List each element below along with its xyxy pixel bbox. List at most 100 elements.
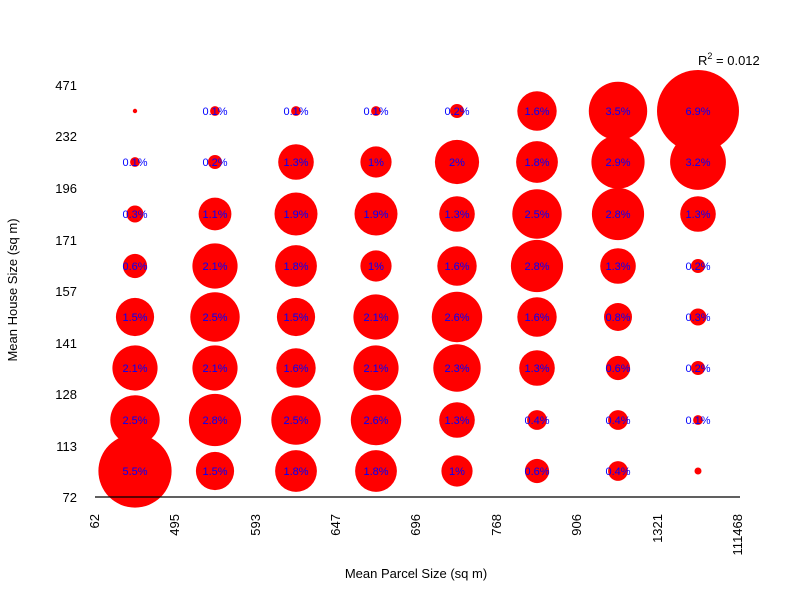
bubble — [355, 450, 397, 492]
bubble — [276, 348, 316, 388]
bubble — [198, 197, 232, 231]
bubble — [274, 192, 318, 236]
bubble-percent-label: 0.6% — [605, 363, 630, 375]
bubble-percent-label: 1.6% — [524, 106, 549, 118]
bubble-percent-label: 1.6% — [524, 312, 549, 324]
x-tick-labels: 62 495 593 647 696 768 906 1321 111468 — [87, 514, 745, 555]
percent-label-layer: 5.5% 1.5% 1.8% 1.8% 1% 0.6% 0.4% 2.5% 2.8% 2.5% 2.… — [122, 106, 710, 478]
bubble-percent-label: 0.2% — [685, 261, 710, 273]
bubble — [433, 344, 481, 392]
y-tick-label: 157 — [55, 284, 77, 299]
bubble — [278, 144, 314, 180]
y-axis-title: Mean House Size (sq m) — [5, 218, 20, 361]
bubble — [360, 250, 392, 282]
y-tick-labels: 72 113 128 141 157 171 196 232 471 — [55, 78, 77, 505]
bubble — [122, 253, 148, 279]
bubble-percent-label: 0.1% — [202, 106, 227, 118]
x-tick-label: 647 — [328, 514, 343, 536]
bubble — [195, 451, 235, 491]
bubble — [524, 458, 550, 484]
x-tick-label: 906 — [569, 514, 584, 536]
bubble-percent-label: 0.8% — [605, 312, 630, 324]
r-squared-superscript: 2 — [707, 51, 712, 61]
bubble — [431, 291, 483, 343]
bubble-percent-label: 1.3% — [444, 415, 469, 427]
bubble — [689, 308, 707, 326]
bubble-percent-label: 1.8% — [283, 261, 308, 273]
x-axis-title: Mean Parcel Size (sq m) — [345, 566, 487, 581]
bubble — [691, 361, 705, 375]
bubble — [600, 248, 636, 284]
x-tick-label: 495 — [167, 514, 182, 536]
x-tick-label: 62 — [87, 514, 102, 528]
y-tick-label: 72 — [63, 490, 77, 505]
y-tick-label: 113 — [56, 439, 77, 454]
bubble — [276, 297, 316, 337]
bubble — [190, 292, 240, 342]
bubble — [694, 467, 702, 475]
bubble-percent-label: 0.1% — [122, 157, 147, 169]
bubble-percent-label: 1.9% — [283, 209, 308, 221]
bubble — [657, 70, 739, 152]
bubble — [608, 461, 628, 481]
bubble — [439, 402, 475, 438]
bubble-percent-label: 1.3% — [444, 209, 469, 221]
bubble — [371, 106, 381, 116]
bubble-percent-label: 2.1% — [363, 363, 388, 375]
bubble — [354, 192, 398, 236]
bubble-percent-label: 1.3% — [605, 261, 630, 273]
bubble — [210, 106, 220, 116]
y-tick-label: 128 — [55, 387, 77, 402]
bubble — [188, 393, 242, 447]
bubble — [434, 139, 480, 185]
y-tick-label: 471 — [55, 78, 77, 93]
bubble-percent-label: 1.5% — [122, 312, 147, 324]
bubble — [450, 104, 464, 118]
bubble — [275, 450, 317, 492]
bubble — [693, 415, 703, 425]
bubble-percent-label: 2.8% — [202, 415, 227, 427]
bubble — [98, 434, 172, 508]
bubble-percent-label: 5.5% — [122, 466, 147, 478]
bubble-percent-label: 2.1% — [202, 363, 227, 375]
bubble — [353, 294, 399, 340]
bubble — [527, 410, 547, 430]
r-squared-annotation: R2 = 0.012 — [698, 51, 760, 68]
bubble-percent-label: 2% — [449, 157, 465, 169]
bubble — [439, 196, 475, 232]
bubble-percent-label: 3.5% — [605, 106, 630, 118]
bubble-percent-label: 1.1% — [202, 209, 227, 221]
bubble-percent-label: 1% — [368, 261, 384, 273]
r-squared-prefix: R — [698, 53, 707, 68]
bubble — [691, 259, 705, 273]
bubble-percent-label: 2.5% — [283, 415, 308, 427]
bubble-percent-label: 2.9% — [605, 157, 630, 169]
bubble — [437, 246, 477, 286]
bubble — [126, 205, 144, 223]
bubble-percent-label: 1.6% — [444, 261, 469, 273]
bubble — [192, 345, 238, 391]
bubble-percent-label: 2.5% — [524, 209, 549, 221]
bubble-percent-label: 1.6% — [283, 363, 308, 375]
bubble-percent-label: 0.1% — [685, 415, 710, 427]
bubble-percent-label: 2.8% — [524, 261, 549, 273]
y-tick-label: 171 — [55, 233, 77, 248]
bubble-percent-label: 2.5% — [122, 415, 147, 427]
bubble — [275, 245, 317, 287]
bubble-percent-label: 0.4% — [605, 415, 630, 427]
bubble-percent-label: 2.5% — [202, 312, 227, 324]
bubble — [510, 239, 564, 293]
bubble-percent-label: 1.3% — [524, 363, 549, 375]
bubble — [208, 155, 222, 169]
bubble — [271, 395, 321, 445]
bubble — [353, 345, 399, 391]
bubble — [350, 394, 402, 446]
bubble-percent-label: 0.1% — [283, 106, 308, 118]
bubble-percent-label: 2.1% — [122, 363, 147, 375]
x-tick-label: 768 — [489, 514, 504, 536]
y-tick-label: 196 — [55, 181, 77, 196]
bubble — [516, 141, 558, 183]
bubble-percent-label: 0.6% — [524, 466, 549, 478]
bubble-percent-label: 2.3% — [444, 363, 469, 375]
